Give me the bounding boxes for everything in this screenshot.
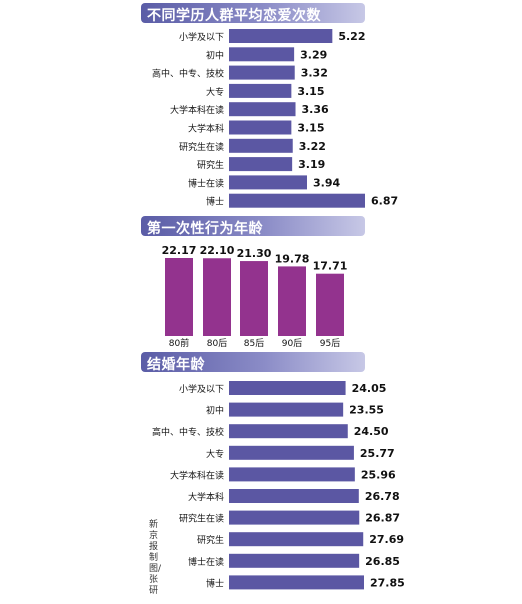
love-value-label: 3.29 (300, 48, 327, 61)
marriage-bar (229, 467, 355, 482)
marriage-value-label: 25.96 (361, 468, 396, 481)
marriage-value-label: 27.85 (370, 576, 405, 589)
first-age-category-label: 80前 (169, 337, 189, 349)
love-category-label: 高中、中专、技校 (152, 68, 224, 80)
credit-text: 新京报制图/张研 (149, 520, 162, 596)
first-age-category-label: 85后 (244, 338, 264, 349)
first-age-chart: 22.17 80前 22.10 80后 21.30 85后 19.78 90后 17.71 95后 (162, 244, 348, 349)
love-value-label: 3.94 (313, 176, 340, 189)
marriage-category-label: 博士在读 (188, 556, 224, 568)
marriage-value-label: 25.77 (360, 447, 395, 460)
love-category-label: 博士在读 (188, 177, 224, 189)
first-age-category-label: 90后 (282, 338, 302, 349)
love-bar (229, 175, 307, 190)
marriage-category-label: 博士 (206, 577, 224, 589)
love-value-label: 3.15 (297, 122, 324, 135)
marriage-value-label: 26.87 (365, 512, 400, 525)
love-count-chart: 小学及以下 5.22 初中 3.29 高中、中专、技校 3.32 大专 3.15 大学本科在读 3… (152, 29, 398, 208)
love-category-label: 研究生 (197, 159, 224, 171)
marriage-category-label: 研究生 (197, 534, 224, 546)
love-bar (229, 138, 293, 153)
marriage-bar (229, 489, 359, 503)
love-value-label: 3.22 (299, 140, 326, 153)
first-age-value-label: 22.10 (200, 244, 235, 257)
marriage-bar (229, 402, 344, 417)
love-value-label: 6.87 (371, 195, 398, 208)
love-bar (229, 65, 295, 80)
marriage-value-label: 24.05 (352, 382, 387, 395)
love-value-label: 3.32 (301, 67, 328, 80)
love-category-label: 博士 (206, 196, 224, 208)
marriage-category-label: 大专 (206, 448, 224, 460)
marriage-bar (229, 381, 346, 395)
love-bar (229, 83, 292, 98)
marriage-category-label: 大学本科 (188, 491, 224, 503)
marriage-age-chart: 小学及以下 24.05 初中 23.55 高中、中专、技校 24.50 大专 25.77 大学本… (152, 381, 405, 590)
marriage-value-label: 24.50 (354, 425, 389, 438)
first-age-column (316, 273, 344, 336)
love-value-label: 3.15 (297, 85, 324, 98)
love-bar (229, 47, 295, 62)
marriage-category-label: 研究生在读 (179, 513, 224, 525)
first-age-category-label: 80后 (207, 338, 227, 349)
love-bar (229, 157, 293, 172)
marriage-bar (229, 510, 360, 525)
chart-title-marriage: 结婚年龄 (147, 357, 205, 373)
love-value-label: 3.36 (302, 103, 329, 116)
marriage-bar (229, 424, 348, 439)
love-category-label: 大学本科 (188, 123, 224, 135)
section-header-marriage: 结婚年龄 (141, 352, 365, 373)
first-age-value-label: 19.78 (275, 252, 310, 265)
first-age-value-label: 17.71 (313, 260, 348, 273)
love-bar (229, 120, 292, 135)
marriage-bar (229, 575, 364, 590)
first-age-column (165, 258, 193, 336)
first-age-value-label: 22.17 (162, 244, 197, 257)
marriage-bar (229, 553, 360, 568)
section-header-first: 第一次性行为年龄 (141, 216, 365, 237)
love-category-label: 研究生在读 (179, 141, 224, 153)
love-value-label: 5.22 (338, 30, 365, 43)
love-bar (229, 102, 296, 117)
marriage-category-label: 初中 (206, 405, 224, 417)
marriage-value-label: 27.69 (369, 533, 404, 546)
first-age-column (278, 266, 306, 336)
marriage-value-label: 23.55 (349, 404, 384, 417)
love-category-label: 初中 (206, 49, 224, 61)
love-value-label: 3.19 (298, 158, 325, 171)
first-age-column (203, 258, 231, 336)
love-category-label: 大专 (206, 86, 224, 98)
love-bar (229, 29, 333, 43)
marriage-category-label: 大学本科在读 (170, 469, 224, 481)
chart-title-love: 不同学历人群平均恋爱次数 (147, 8, 321, 24)
love-bar (229, 193, 365, 208)
chart-title-first: 第一次性行为年龄 (147, 221, 263, 237)
marriage-category-label: 小学及以下 (179, 383, 224, 395)
marriage-category-label: 高中、中专、技校 (152, 426, 224, 438)
first-age-value-label: 21.30 (237, 247, 272, 260)
love-category-label: 小学及以下 (179, 31, 224, 43)
marriage-bar (229, 445, 354, 460)
marriage-value-label: 26.85 (365, 555, 400, 568)
marriage-bar (229, 532, 364, 547)
marriage-value-label: 26.78 (365, 490, 400, 503)
first-age-column (240, 261, 268, 336)
love-category-label: 大学本科在读 (170, 104, 224, 116)
section-header-love: 不同学历人群平均恋爱次数 (141, 3, 365, 24)
first-age-category-label: 95后 (320, 338, 340, 349)
